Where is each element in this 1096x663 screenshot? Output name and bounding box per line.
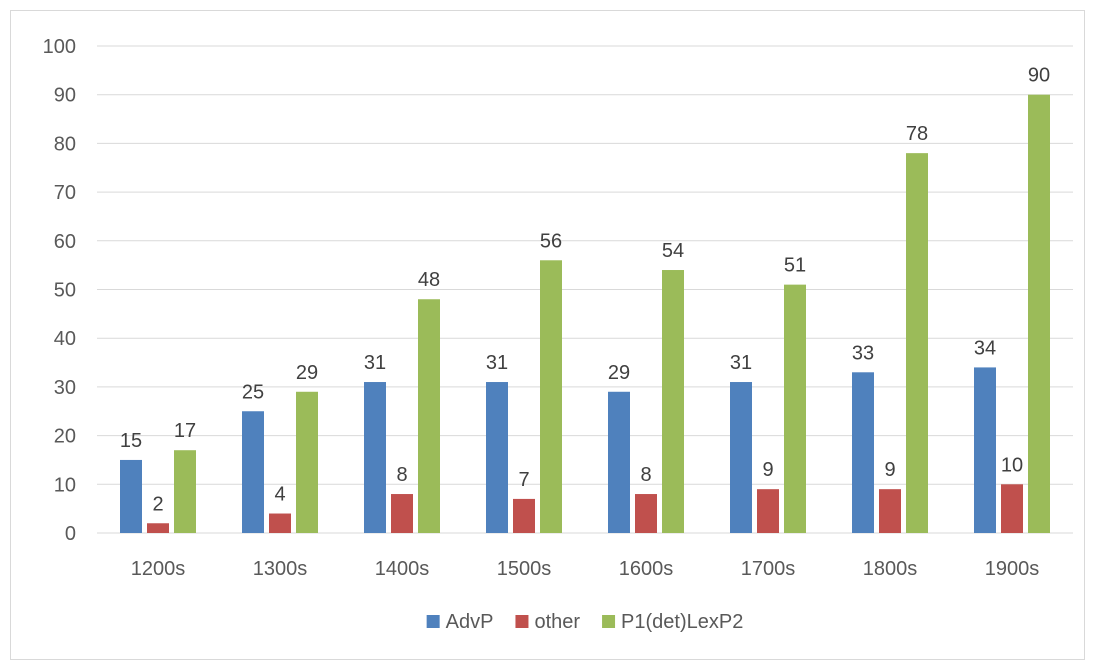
y-tick-label: 40 xyxy=(54,328,76,350)
data-label: 31 xyxy=(364,352,386,374)
y-tick-label: 100 xyxy=(43,36,76,58)
bar-other-1900s xyxy=(1001,484,1023,533)
data-label: 25 xyxy=(242,381,264,403)
data-label: 15 xyxy=(120,430,142,452)
x-tick-label: 1500s xyxy=(497,558,552,580)
bar-p1-det-lexp2-1300s xyxy=(296,391,318,533)
x-tick-label: 1200s xyxy=(131,558,186,580)
data-label: 17 xyxy=(174,420,196,442)
y-tick-label: 20 xyxy=(54,426,76,448)
data-label: 31 xyxy=(730,352,752,374)
bar-p1-det-lexp2-1400s xyxy=(418,299,440,533)
y-tick-label: 0 xyxy=(65,523,76,545)
legend-label: AdvP xyxy=(446,611,494,633)
data-label: 90 xyxy=(1028,65,1050,87)
legend-swatch xyxy=(602,615,616,628)
x-tick-label: 1900s xyxy=(985,558,1040,580)
y-axis-ticks: 0 10 20 30 40 50 60 70 80 90 100 xyxy=(43,36,76,545)
legend-item-advp: AdvP xyxy=(426,611,494,633)
bar-other-1600s xyxy=(635,494,657,533)
legend-item-other: other xyxy=(515,611,580,633)
data-label: 78 xyxy=(906,123,928,145)
data-label: 29 xyxy=(608,362,630,384)
data-label: 10 xyxy=(1001,454,1023,476)
data-label: 2 xyxy=(152,493,163,515)
y-tick-label: 30 xyxy=(54,377,76,399)
bar-advp-1200s xyxy=(120,459,142,533)
x-tick-label: 1300s xyxy=(253,558,308,580)
data-label: 34 xyxy=(974,337,996,359)
data-label: 48 xyxy=(418,269,440,291)
x-tick-label: 1800s xyxy=(863,558,918,580)
bar-advp-1600s xyxy=(608,391,630,533)
legend-label: other xyxy=(534,611,580,633)
data-label: 8 xyxy=(396,464,407,486)
data-label: 56 xyxy=(540,230,562,252)
data-label: 33 xyxy=(852,342,874,364)
bar-other-1500s xyxy=(513,498,535,533)
legend: AdvP other P1(det)LexP2 xyxy=(426,611,743,633)
bar-p1-det-lexp2-1600s xyxy=(662,270,684,533)
bar-p1-det-lexp2-1500s xyxy=(540,260,562,533)
data-label: 8 xyxy=(640,464,651,486)
data-label: 29 xyxy=(296,362,318,384)
data-labels: 15 2 17 25 4 29 31 8 48 31 7 56 29 8 54 31 9 51 33 9 78 34 10 9… xyxy=(120,65,1050,516)
bar-other-1400s xyxy=(391,494,413,533)
x-tick-label: 1400s xyxy=(375,558,430,580)
bar-other-1700s xyxy=(757,489,779,533)
legend-label: P1(det)LexP2 xyxy=(621,611,743,633)
data-label: 9 xyxy=(884,459,895,481)
x-tick-label: 1700s xyxy=(741,558,796,580)
bar-p1-det-lexp2-1900s xyxy=(1028,94,1050,533)
data-label: 7 xyxy=(518,469,529,491)
bar-advp-1900s xyxy=(974,367,996,533)
bar-advp-1300s xyxy=(242,411,264,533)
y-tick-label: 50 xyxy=(54,280,76,302)
x-axis-ticks: 1200s 1300s 1400s 1500s 1600s 1700s 1800s 1900s xyxy=(131,558,1040,580)
data-label: 4 xyxy=(274,484,285,506)
bar-advp-1400s xyxy=(364,382,386,533)
bar-advp-1800s xyxy=(852,372,874,533)
bar-advp-1700s xyxy=(730,382,752,533)
data-label: 51 xyxy=(784,255,806,277)
data-label: 9 xyxy=(762,459,773,481)
bars xyxy=(120,94,1050,533)
y-tick-label: 60 xyxy=(54,231,76,253)
y-tick-label: 80 xyxy=(54,133,76,155)
bar-advp-1500s xyxy=(486,382,508,533)
bar-p1-det-lexp2-1700s xyxy=(784,284,806,533)
legend-swatch xyxy=(426,615,440,628)
bar-other-1200s xyxy=(147,523,169,533)
data-label: 54 xyxy=(662,240,684,262)
bar-other-1800s xyxy=(879,489,901,533)
data-label: 31 xyxy=(486,352,508,374)
legend-swatch xyxy=(515,615,529,628)
bar-p1-det-lexp2-1200s xyxy=(174,450,196,533)
y-tick-label: 10 xyxy=(54,474,76,496)
y-tick-label: 90 xyxy=(54,85,76,107)
bar-p1-det-lexp2-1800s xyxy=(906,153,928,533)
x-tick-label: 1600s xyxy=(619,558,674,580)
legend-item-p1-det-lexp2: P1(det)LexP2 xyxy=(602,611,743,633)
y-tick-label: 70 xyxy=(54,182,76,204)
bar-other-1300s xyxy=(269,513,291,533)
